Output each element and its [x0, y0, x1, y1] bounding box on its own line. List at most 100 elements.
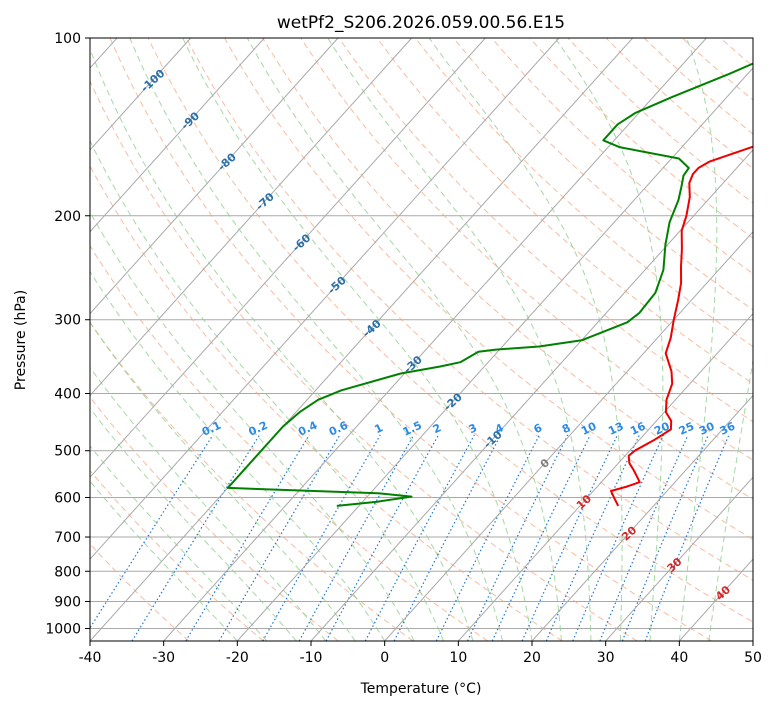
isotherm-line — [236, 67, 753, 641]
y-tick-label: 200 — [54, 209, 81, 225]
isobar-lines — [90, 38, 753, 629]
dry-adiabat-line — [682, 38, 753, 101]
x-tick-label: -10 — [300, 650, 323, 666]
mixing-ratio-line — [644, 434, 730, 641]
mixing-ratio-line — [325, 434, 440, 641]
dry-adiabat-line — [491, 38, 753, 275]
x-tick-label: 20 — [523, 650, 541, 666]
isotherm-line — [457, 312, 753, 641]
plot-frame — [89, 37, 754, 642]
mixing-ratio-label: 0.2 — [247, 419, 270, 439]
moist-adiabat-line — [708, 357, 753, 641]
mixing-ratio-label: 16 — [628, 419, 648, 437]
y-tick-label: 100 — [54, 31, 81, 47]
mixing-ratio-line — [364, 434, 475, 641]
dry-adiabat-line — [720, 38, 753, 68]
moist-adiabat-line — [182, 38, 533, 641]
dry-adiabat-line — [759, 38, 775, 641]
dry-adiabat-line — [90, 469, 264, 641]
moist-adiabat-line — [90, 407, 297, 641]
isotherm-line — [678, 558, 753, 641]
isotherm-line — [384, 230, 753, 641]
isotherm-label: -100 — [138, 67, 167, 95]
mixing-ratio-line — [90, 434, 214, 630]
dry-adiabat-lines — [90, 38, 775, 641]
y-tick-label: 600 — [54, 490, 81, 506]
y-tick-label: 1000 — [45, 621, 81, 637]
dry-adiabat-line — [224, 38, 753, 541]
y-tick-label: 900 — [54, 594, 81, 610]
moist-adiabat-line — [90, 270, 386, 641]
x-tick-label: 40 — [670, 650, 688, 666]
mixing-ratio-line — [621, 434, 709, 641]
mixing-ratio-line — [599, 434, 689, 641]
mixing-ratio-line — [466, 434, 569, 641]
isotherm-line — [605, 476, 753, 641]
moist-adiabat-line — [90, 211, 415, 641]
x-axis: -40 -30 -20 -10 0 10 20 30 40 50 — [79, 641, 762, 666]
moist-adiabat-lines — [90, 38, 753, 641]
dry-adiabat-line — [376, 38, 753, 385]
dry-adiabat-line — [90, 321, 414, 641]
mixing-ratio-label: 25 — [677, 420, 696, 438]
mixing-ratio-label: 36 — [718, 419, 738, 437]
y-tick-label: 800 — [54, 564, 81, 580]
isotherm-line — [90, 38, 339, 315]
y-tick-label: 400 — [54, 387, 81, 403]
moist-adiabat-line — [678, 38, 718, 641]
y-axis-label: Pressure (hPa) — [13, 290, 29, 390]
mixing-ratio-line — [298, 434, 415, 641]
x-tick-label: -30 — [152, 650, 175, 666]
x-tick-label: -40 — [79, 650, 102, 666]
moist-adiabat-line — [554, 38, 664, 641]
dewpoint-line — [226, 62, 753, 507]
dry-adiabat-line — [90, 164, 563, 641]
isotherm-line — [531, 394, 753, 641]
moist-adiabat-line — [90, 480, 238, 641]
isotherm-line — [90, 38, 265, 233]
moist-adiabat-line — [90, 321, 356, 641]
dry-adiabat-line — [109, 38, 712, 641]
mixing-ratio-label: 2 — [431, 421, 443, 436]
sounding-profiles — [226, 62, 753, 507]
isotherm-line — [90, 38, 560, 560]
mixing-ratio-label: 30 — [697, 419, 717, 437]
mixing-ratio-label: 1.5 — [401, 419, 424, 439]
dry-adiabat-line — [338, 38, 753, 423]
x-axis-label: Temperature (°C) — [360, 681, 482, 697]
isotherm-labels: 0.1 0.2 0.4 0.6 1 1.5 2 3 4 6 8 10 13 16 20 25 30 36-100-… — [138, 67, 737, 604]
moist-adiabat-line — [90, 445, 268, 641]
dry-adiabat-line — [90, 244, 488, 641]
dry-adiabat-line — [453, 38, 753, 311]
isotherm-line — [90, 38, 192, 151]
chart-title: wetPf2_S206.2026.059.00.56.E15 — [277, 13, 565, 33]
isotherm-line — [90, 38, 413, 397]
moist-adiabat-line — [246, 38, 562, 641]
mixing-ratio-label: 0.6 — [327, 419, 350, 439]
mixing-ratio-line — [435, 434, 540, 641]
isotherm-line — [90, 38, 634, 641]
dry-adiabat-line — [605, 38, 753, 169]
mixing-ratio-label: 0.4 — [296, 419, 319, 439]
moist-adiabat-line — [90, 47, 474, 641]
moist-adiabat-line — [90, 139, 445, 641]
x-tick-label: 50 — [744, 650, 762, 666]
dry-adiabat-line — [147, 38, 753, 623]
mixing-ratio-label: 10 — [579, 419, 599, 437]
isotherm-line — [163, 38, 707, 641]
dry-adiabat-line — [414, 38, 753, 348]
y-tick-label: 300 — [54, 313, 81, 329]
dry-adiabat-line — [262, 38, 753, 500]
y-axis: 100 200 300 400 500 600 700 800 900 1000 — [45, 31, 90, 637]
x-tick-label: -20 — [226, 650, 249, 666]
mixing-ratio-label: 13 — [606, 420, 625, 438]
isotherm-line — [310, 149, 753, 641]
y-tick-label: 500 — [54, 444, 81, 460]
mixing-ratio-line — [572, 434, 665, 641]
mixing-ratio-label: 6 — [532, 421, 545, 436]
dry-adiabat-line — [185, 38, 753, 581]
moist-adiabat-line — [90, 366, 327, 641]
mixing-ratio-label: 1 — [373, 421, 385, 436]
moist-adiabat-line — [327, 38, 592, 641]
